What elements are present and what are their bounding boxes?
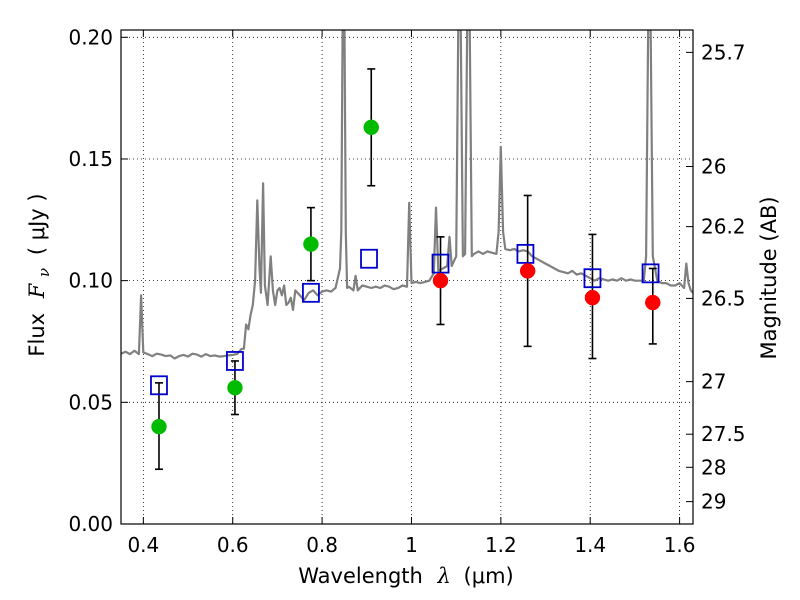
plot-area bbox=[121, 13, 693, 359]
x-tick-label: 1.2 bbox=[485, 533, 517, 557]
y-axis-label: Flux F ν ( μJy ) bbox=[25, 193, 54, 356]
observed-point bbox=[303, 237, 318, 252]
x-tick-label: 1.6 bbox=[664, 533, 696, 557]
x-tick-label: 1.4 bbox=[574, 533, 606, 557]
y2-tick-label: 25.7 bbox=[701, 40, 746, 64]
y2-tick-label: 26.2 bbox=[701, 215, 746, 239]
observed-point bbox=[433, 273, 448, 288]
x-axis-label-unit: (μm) bbox=[464, 564, 514, 588]
y2-tick-label: 27 bbox=[701, 370, 726, 394]
error-bars bbox=[155, 69, 657, 469]
x-tick-label: 0.4 bbox=[127, 533, 159, 557]
model-photometry-squares bbox=[151, 245, 659, 394]
observed-point bbox=[585, 290, 600, 305]
observed-point bbox=[520, 263, 535, 278]
y2-tick-label: 28 bbox=[701, 455, 726, 479]
y2-axis-label: Magnitude (AB) bbox=[757, 196, 781, 359]
y-tick-label: 0.20 bbox=[68, 25, 113, 49]
y-axis-label-subscript: ν bbox=[35, 268, 53, 277]
model-photometry-square bbox=[361, 250, 377, 268]
y2-tick-label: 27.5 bbox=[701, 422, 746, 446]
sed-chart: 0.4 0.6 0.8 1 1.2 1.4 1.6 0.00 0.05 0.10 0.15 0.20 2… bbox=[0, 0, 800, 600]
observed-point bbox=[364, 120, 379, 135]
observed-point bbox=[227, 380, 242, 395]
x-axis-label: Wavelength λ (μm) bbox=[298, 564, 513, 588]
model-spectrum-line bbox=[121, 13, 693, 359]
x-tick-label: 0.8 bbox=[306, 533, 338, 557]
x-tick-label: 1 bbox=[405, 533, 418, 557]
x-axis-label-text: Wavelength bbox=[298, 564, 423, 588]
x-tick-label: 0.6 bbox=[217, 533, 249, 557]
y-axis-label-unit: ( μJy ) bbox=[25, 193, 49, 255]
y2-tick-label: 26.5 bbox=[701, 286, 746, 310]
y-tick-label: 0.15 bbox=[68, 147, 113, 171]
observed-point bbox=[151, 419, 166, 434]
y2-tick-label: 29 bbox=[701, 490, 726, 514]
y-tick-label: 0.00 bbox=[68, 512, 113, 536]
y-axis-label-symbol: F bbox=[25, 282, 49, 299]
y-tick-label: 0.05 bbox=[68, 390, 113, 414]
x-axis-label-symbol: λ bbox=[437, 564, 451, 588]
axis-ticks: 0.4 0.6 0.8 1 1.2 1.4 1.6 0.00 0.05 0.10 0.15 0.20 2… bbox=[68, 25, 745, 557]
y2-tick-label: 26 bbox=[701, 155, 726, 179]
observed-point bbox=[645, 295, 660, 310]
y-tick-label: 0.10 bbox=[68, 269, 113, 293]
y-axis-label-text: Flux bbox=[25, 313, 49, 357]
